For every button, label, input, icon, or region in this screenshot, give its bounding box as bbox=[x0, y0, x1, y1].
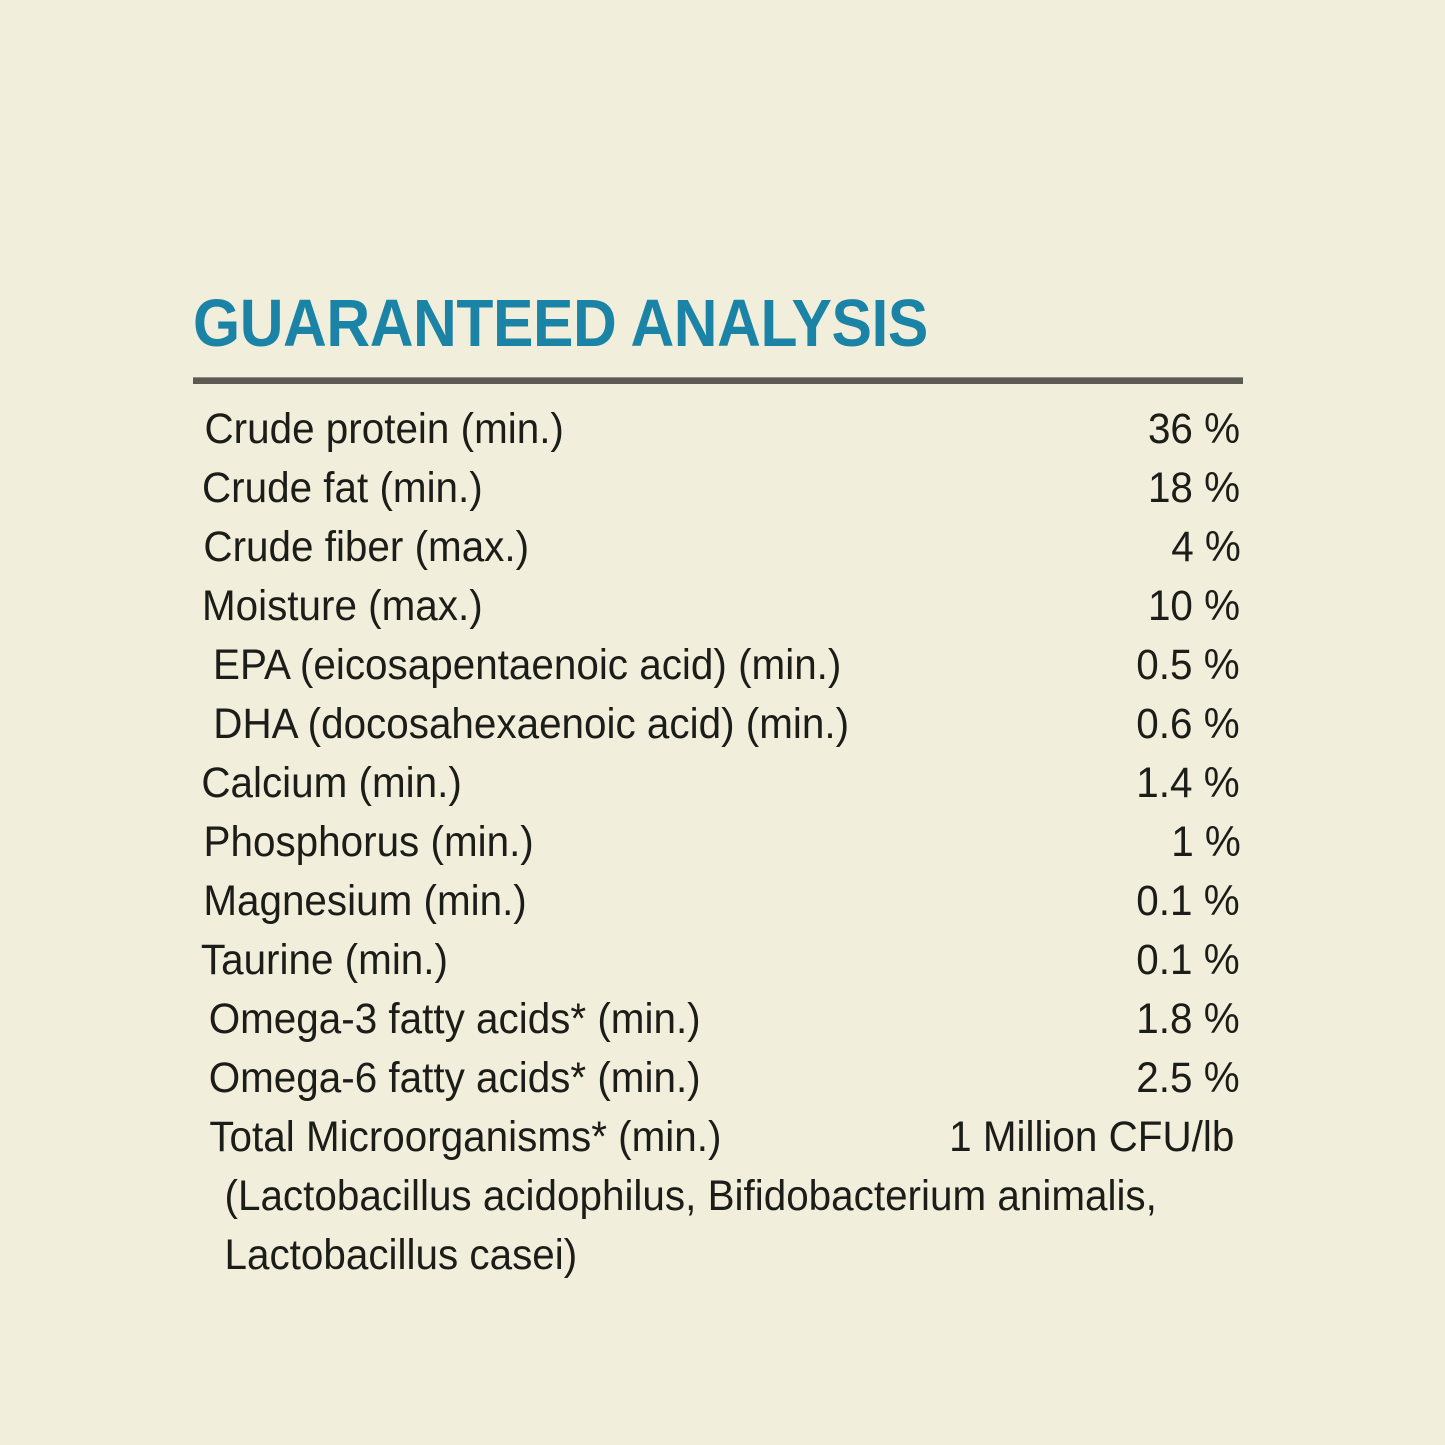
dot-leader bbox=[498, 501, 1139, 502]
nutrient-label: Moisture (max.) bbox=[201, 582, 483, 630]
dot-leader bbox=[722, 1091, 1127, 1092]
dot-leader bbox=[744, 1150, 934, 1151]
guaranteed-analysis-panel: GUARANTEED ANALYSIS Crude protein (min.)… bbox=[193, 290, 1243, 1285]
dot-leader bbox=[543, 914, 1127, 915]
dot-leader bbox=[867, 678, 1127, 679]
dot-leader bbox=[722, 1032, 1127, 1033]
nutrient-value: 0.6 % bbox=[1136, 700, 1240, 748]
nutrient-value: 1 % bbox=[1171, 818, 1241, 866]
nutrient-value: 0.1 % bbox=[1136, 936, 1240, 984]
table-row: EPA (eicosapentaenoic acid) (min.) 0.5 % bbox=[193, 636, 1243, 695]
nutrient-label: Omega-3 fatty acids* (min.) bbox=[208, 995, 701, 1043]
dot-leader bbox=[476, 796, 1127, 797]
table-row: Omega-3 fatty acids* (min.) 1.8 % bbox=[193, 990, 1243, 1049]
microorganism-note-line-2: Lactobacillus casei) bbox=[224, 1231, 578, 1279]
table-row: Moisture (max.) 10 % bbox=[193, 577, 1243, 636]
table-row: Crude fat (min.) 18 % bbox=[193, 459, 1243, 518]
dot-leader bbox=[875, 737, 1127, 738]
table-row: Total Microorganisms* (min.) 1 Million C… bbox=[193, 1108, 1243, 1167]
table-row: Crude protein (min.) 36 % bbox=[193, 400, 1243, 459]
nutrient-value: 18 % bbox=[1147, 464, 1241, 512]
table-row: Omega-6 fatty acids* (min.) 2.5 % bbox=[193, 1049, 1243, 1108]
dot-leader bbox=[550, 855, 1163, 856]
dot-leader bbox=[462, 973, 1127, 974]
dot-leader bbox=[545, 560, 1162, 561]
nutrient-label: Crude protein (min.) bbox=[204, 405, 564, 453]
nutrient-label: Crude fat (min.) bbox=[201, 464, 483, 512]
nutrient-value: 10 % bbox=[1147, 582, 1241, 630]
table-row: Calcium (min.) 1.4 % bbox=[193, 754, 1243, 813]
nutrient-label: Calcium (min.) bbox=[201, 759, 462, 807]
nutrient-value: 2.5 % bbox=[1136, 1054, 1240, 1102]
nutrient-value: 1 Million CFU/lb bbox=[948, 1113, 1234, 1161]
nutrient-value: 4 % bbox=[1171, 523, 1241, 571]
nutrient-label: Total Microorganisms* (min.) bbox=[209, 1113, 722, 1161]
table-row: Magnesium (min.) 0.1 % bbox=[193, 872, 1243, 931]
nutrient-value: 1.4 % bbox=[1136, 759, 1240, 807]
nutrient-value: 0.5 % bbox=[1136, 641, 1240, 689]
table-row: DHA (docosahexaenoic acid) (min.) 0.6 % bbox=[193, 695, 1243, 754]
dot-leader bbox=[581, 442, 1139, 443]
nutrient-label: Taurine (min.) bbox=[200, 936, 448, 984]
microorganism-note-line-1: (Lactobacillus acidophilus, Bifidobacter… bbox=[224, 1172, 1157, 1220]
table-row: Taurine (min.) 0.1 % bbox=[193, 931, 1243, 990]
table-row: Crude fiber (max.) 4 % bbox=[193, 518, 1243, 577]
nutrient-value: 0.1 % bbox=[1136, 877, 1240, 925]
nutrient-value: 36 % bbox=[1147, 405, 1241, 453]
dot-leader bbox=[498, 619, 1139, 620]
title-divider bbox=[193, 377, 1243, 384]
nutrient-label: EPA (eicosapentaenoic acid) (min.) bbox=[213, 641, 842, 689]
nutrient-label: Omega-6 fatty acids* (min.) bbox=[208, 1054, 701, 1102]
nutrient-label: Magnesium (min.) bbox=[203, 877, 527, 925]
nutrient-label: Crude fiber (max.) bbox=[203, 523, 530, 571]
page-title: GUARANTEED ANALYSIS bbox=[193, 286, 928, 361]
nutrient-table: Crude protein (min.) 36 % Crude fat (min… bbox=[193, 400, 1243, 1285]
table-row: Phosphorus (min.) 1 % bbox=[193, 813, 1243, 872]
nutrient-label: DHA (docosahexaenoic acid) (min.) bbox=[213, 700, 850, 748]
nutrient-label: Phosphorus (min.) bbox=[203, 818, 534, 866]
nutrient-value: 1.8 % bbox=[1136, 995, 1240, 1043]
